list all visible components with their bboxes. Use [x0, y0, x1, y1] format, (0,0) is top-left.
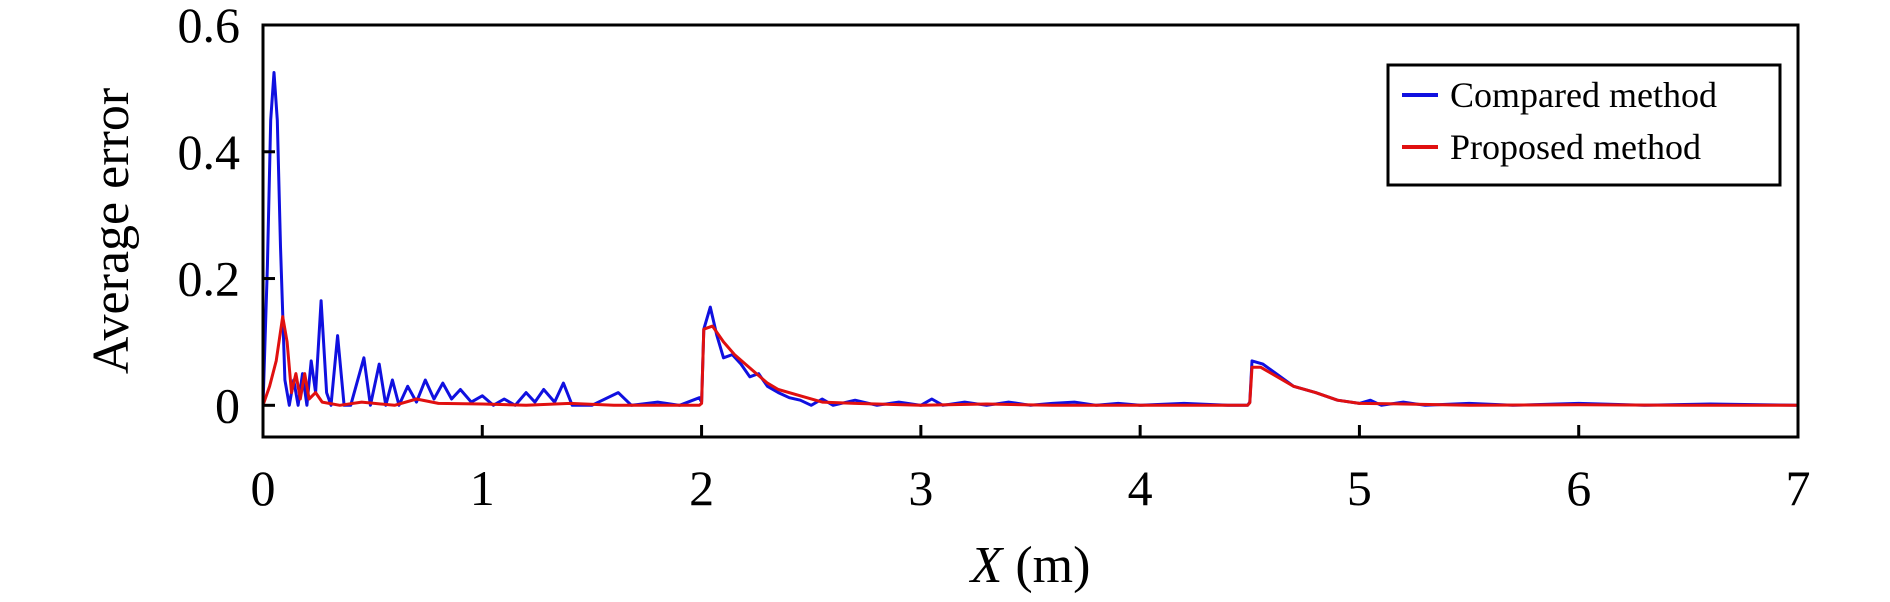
plot-layer [261, 71, 1799, 407]
legend-box [1386, 63, 1782, 187]
x-axis-label-variable: X [969, 537, 1005, 594]
y-tick-label: 0.6 [178, 0, 241, 53]
x-tick-label: 3 [908, 460, 933, 516]
y-tick-label: 0.2 [178, 251, 241, 307]
y-tick-label: 0.4 [178, 124, 241, 180]
x-axis-label: X (m) [969, 537, 1091, 594]
plot-frame [261, 23, 1800, 439]
y-axis: 0 0.2 0.4 0.6 [178, 0, 275, 433]
x-tick-label: 5 [1347, 460, 1372, 516]
y-axis-label: Average error [83, 88, 140, 374]
x-tick-label: 0 [251, 460, 276, 516]
x-tick-label: 7 [1786, 460, 1811, 516]
x-tick-label: 6 [1566, 460, 1591, 516]
legend: Compared method Proposed method [1386, 63, 1782, 187]
x-tick-label: 2 [689, 460, 714, 516]
legend-label-1: Compared method [1450, 75, 1717, 115]
series-line-2 [261, 315, 1798, 407]
y-tick-label: 0 [215, 377, 240, 433]
x-tick-label: 1 [470, 460, 495, 516]
x-axis-label-unit: (m) [1002, 537, 1090, 594]
x-axis: 0 1 2 3 4 5 6 7 [251, 425, 1811, 516]
legend-label-2: Proposed method [1450, 127, 1701, 167]
x-tick-label: 4 [1128, 460, 1153, 516]
